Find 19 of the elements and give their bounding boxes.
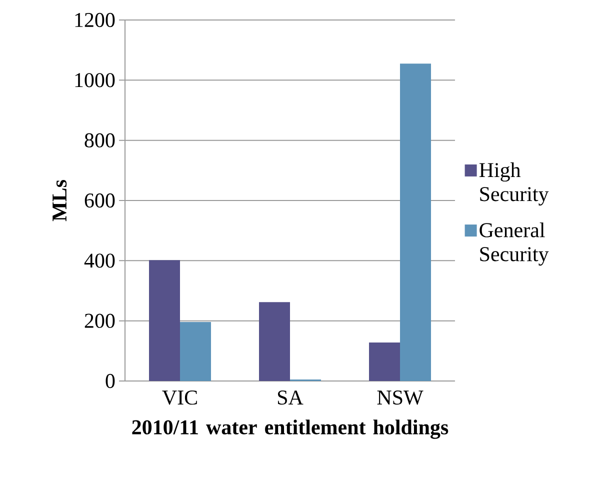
- x-tick-label: NSW: [377, 390, 424, 405]
- bar: [259, 302, 290, 381]
- bar: [149, 260, 180, 381]
- y-tick-label: 1200: [75, 12, 115, 28]
- bar: [400, 64, 431, 381]
- x-axis-title: 2010/11 water entitlement holdings: [132, 420, 448, 439]
- y-tick-label: 800: [84, 133, 115, 148]
- y-tick-label: 600: [84, 193, 115, 208]
- y-tick-label: 200: [84, 314, 115, 328]
- x-tick-label: SA: [278, 390, 304, 405]
- y-tick-label: 0: [106, 374, 115, 388]
- y-axis-title: MLs: [52, 180, 67, 222]
- legend-label: General Security: [480, 222, 549, 266]
- y-tick-label: 1000: [75, 73, 115, 88]
- legend-label: High Security: [479, 162, 549, 206]
- bar: [180, 322, 212, 381]
- y-tick-label: 400: [84, 254, 115, 268]
- bar: [369, 342, 400, 381]
- x-tick-label: VIC: [162, 390, 197, 405]
